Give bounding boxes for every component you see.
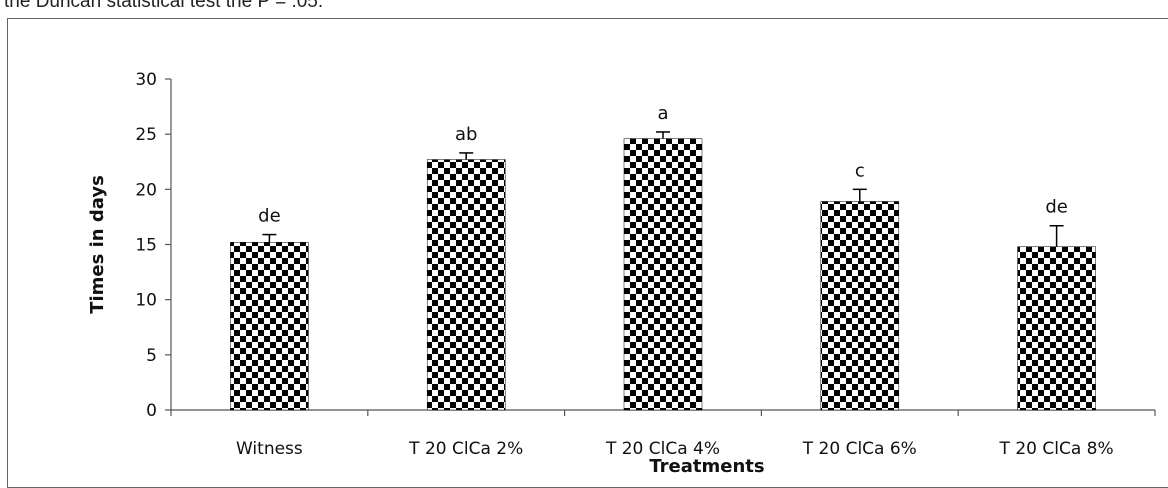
y-tick-label: 0 <box>146 401 157 421</box>
labels: de Witness ab T 20 ClCa 2% a T 20 ClCa 4% c T 2… <box>87 103 1114 477</box>
significance-label: a <box>657 103 668 124</box>
y-tick-label: 25 <box>135 125 157 145</box>
x-tick-label: T 20 ClCa 2% <box>408 439 523 459</box>
bar <box>623 138 703 411</box>
significance-label: c <box>855 160 865 181</box>
y-tick-label: 15 <box>135 236 157 256</box>
x-tick-label: T 20 ClCa 6% <box>802 439 917 459</box>
y-tick-label: 20 <box>135 180 157 200</box>
caption-fragment: the Duncan statistical test the P = .05. <box>4 0 324 12</box>
x-tick-label: T 20 ClCa 4% <box>605 439 720 459</box>
significance-label: de <box>1045 197 1068 218</box>
x-axis-title: Treatments <box>649 456 764 477</box>
bar <box>820 201 900 411</box>
bar <box>426 159 506 411</box>
bar <box>230 242 309 411</box>
significance-label: ab <box>455 124 477 145</box>
y-axis-title: Times in days <box>87 175 108 314</box>
y-tick-label: 30 <box>135 70 157 90</box>
y-tick-label: 5 <box>146 346 157 366</box>
bar <box>1017 246 1096 411</box>
x-tick-label: T 20 ClCa 8% <box>999 439 1114 459</box>
y-tick-label: 10 <box>135 291 157 311</box>
bars <box>230 131 1096 411</box>
x-tick-label: Witness <box>236 439 303 459</box>
significance-label: de <box>258 206 281 227</box>
